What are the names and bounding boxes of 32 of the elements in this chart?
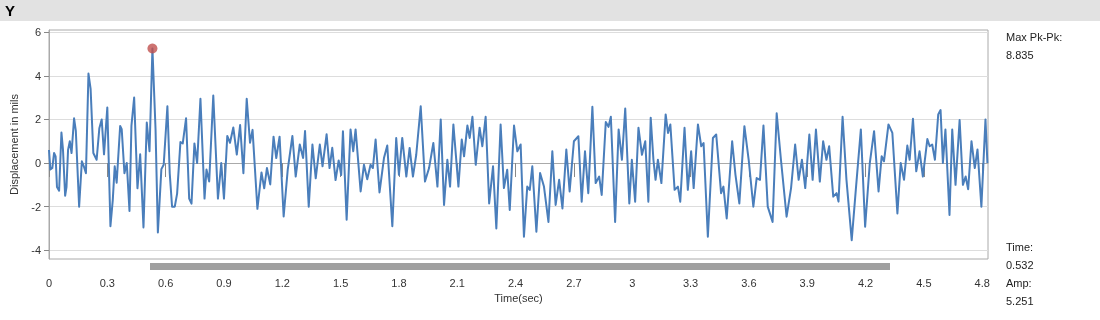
x-tick-label: 3.9 [799, 276, 815, 289]
y-tick-label: 0 [34, 157, 41, 170]
x-tick-label: 0.3 [99, 276, 115, 289]
x-tick-label: 3.3 [682, 276, 699, 289]
x-tick-label: 3.6 [741, 276, 757, 289]
text: Amp: [1006, 277, 1032, 289]
x-tick-label: 4.8 [974, 276, 990, 289]
x-tick-label: 0 [45, 276, 53, 289]
x-tick-label: 2.7 [566, 276, 582, 289]
x-tick-label: 1.8 [391, 276, 407, 289]
x-tick-label: 0.9 [216, 276, 232, 289]
text: 8.835 [1006, 49, 1034, 61]
y-tick-label: 4 [34, 69, 41, 82]
x-tick-label: 4.5 [916, 276, 932, 289]
y-tick-label: 6 [34, 26, 41, 39]
x-axis-title: Time(sec) [494, 292, 543, 305]
text: Time: [1006, 241, 1034, 253]
chart-title: Y [5, 2, 16, 19]
y-tick-label: 2 [34, 113, 41, 126]
x-tick-label: 1.5 [332, 276, 349, 289]
y-axis-title: Displacement in mils [7, 93, 20, 195]
x-tick-label: 1.2 [274, 276, 290, 289]
x-tick-label: 2.1 [449, 276, 465, 289]
text: 5.251 [1006, 295, 1034, 307]
y-tick-label: -4 [31, 244, 41, 257]
x-tick-label: 4.2 [857, 276, 874, 289]
x-tick-label: 0.6 [158, 276, 174, 289]
text: 0.532 [1006, 259, 1034, 271]
x-tick-label: 2.4 [507, 276, 524, 289]
x-tick-label: 3 [629, 276, 636, 289]
text: Max Pk-Pk: [1006, 31, 1063, 43]
y-tick-label: -2 [31, 200, 41, 213]
